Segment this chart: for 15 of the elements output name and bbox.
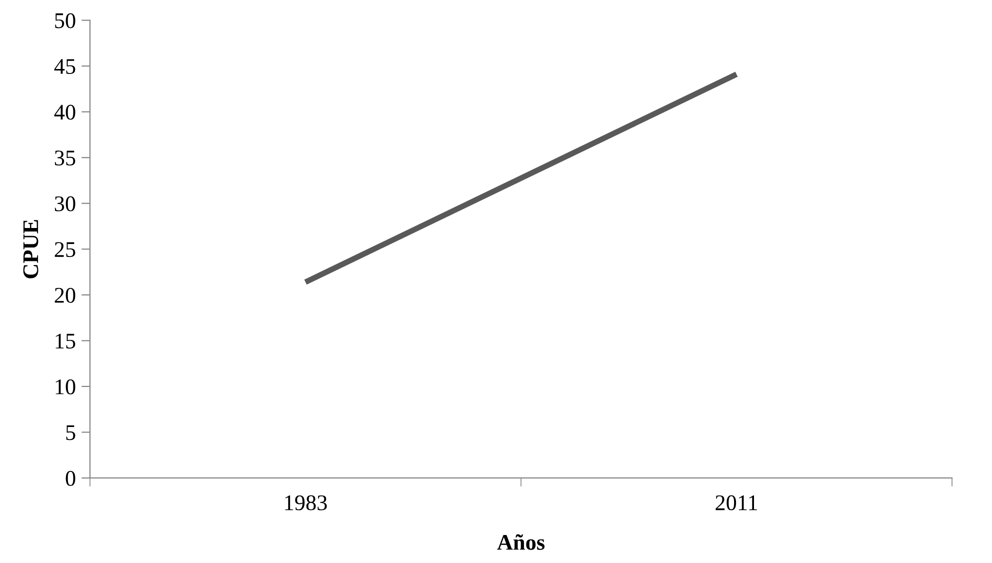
x-axis-title: Años [497,534,545,550]
y-tick-label: 50 [55,13,76,28]
y-tick-label: 15 [56,334,76,349]
y-tick-label: 0 [66,470,76,486]
y-tick-label: 25 [54,242,76,258]
x-tick-label: 2011 [716,495,757,510]
y-tick-label: 20 [54,288,76,303]
y-tick-label: 35 [54,150,76,166]
y-tick-label: 30 [54,196,76,212]
x-tick-label: 1983 [285,495,327,510]
y-tick-label: 45 [54,59,76,74]
y-axis-title: CPUE [23,220,38,278]
y-tick-label: 5 [66,425,76,440]
y-tick-label: 40 [54,104,76,120]
y-tick-label: 10 [56,379,76,394]
